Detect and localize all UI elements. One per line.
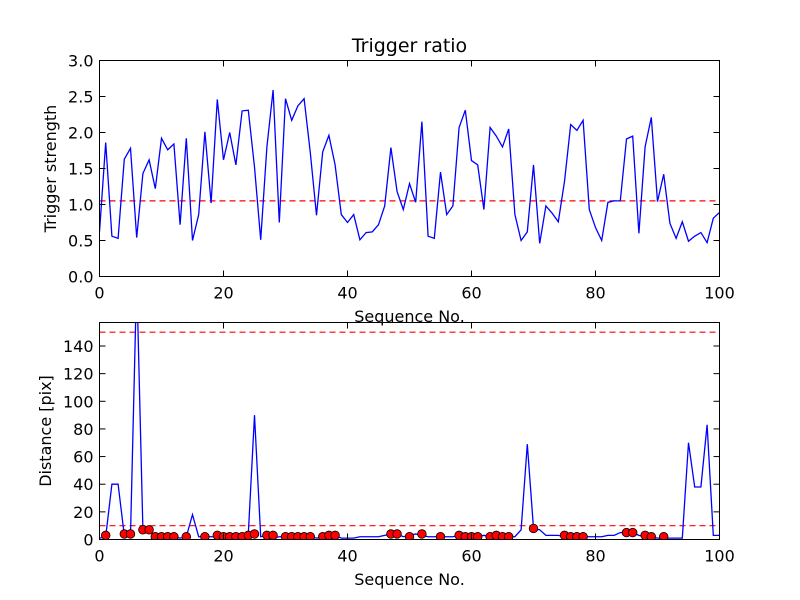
x-tick-label: 40 (337, 547, 357, 566)
x-tick-label: 20 (213, 284, 233, 303)
y-tick-label: 0.0 (68, 268, 93, 287)
data-point-marker (435, 532, 446, 540)
y-tick-label: 80 (73, 420, 93, 439)
x-tick-label: 100 (704, 547, 735, 566)
x-tick-label: 80 (585, 284, 605, 303)
data-point-marker (305, 532, 315, 540)
x-tick-label: 20 (213, 547, 233, 566)
bottom-axes-frame (99, 322, 720, 540)
chart-title: Trigger ratio (351, 35, 467, 57)
y-tick-label: 20 (73, 503, 93, 522)
data-point-marker (169, 532, 179, 540)
x-tick-label: 60 (461, 284, 481, 303)
y-tick-label: 100 (63, 392, 94, 411)
data-point-marker (646, 532, 656, 540)
data-point-marker (628, 527, 638, 538)
top-x-axis-label: Sequence No. (354, 307, 465, 326)
plot-content (99, 322, 720, 540)
data-point-marker (659, 532, 669, 540)
data-point-marker (125, 529, 136, 539)
data-point-marker (330, 530, 340, 540)
data-point-marker (473, 532, 483, 540)
series-line (99, 89, 720, 245)
data-point-marker (200, 532, 210, 540)
top-x-axis: 0 20 40 60 80 100 (94, 60, 735, 303)
y-tick-label: 2.5 (68, 88, 93, 107)
y-tick-label: 1.5 (68, 160, 93, 179)
data-point-marker (181, 532, 191, 540)
top-y-axis: 0.0 0.5 1.0 1.5 2.0 2.5 3.0 (68, 52, 720, 287)
trigger-ratio-plot-area (99, 89, 720, 245)
data-point-marker (392, 529, 402, 539)
distance-panel: 0 20 40 60 80 100 0 20 40 60 80 100 120 140 Sequence… (36, 322, 735, 589)
x-tick-label: 40 (337, 284, 357, 303)
y-tick-label: 140 (63, 337, 94, 356)
top-y-axis-label: Trigger strength (41, 105, 60, 234)
data-point-marker (101, 530, 111, 540)
y-tick-label: 120 (63, 365, 94, 384)
data-point-marker (404, 532, 415, 540)
x-tick-label: 0 (94, 284, 104, 303)
y-tick-label: 1.0 (68, 196, 93, 215)
x-tick-label: 0 (94, 547, 104, 566)
data-point-marker (144, 525, 154, 535)
plot-content (99, 89, 720, 245)
x-tick-label: 100 (704, 284, 735, 303)
y-tick-label: 0 (83, 531, 93, 550)
y-tick-label: 60 (73, 448, 93, 467)
y-tick-label: 0.5 (68, 232, 93, 251)
data-point-marker (504, 532, 514, 540)
distance-plot-area (99, 322, 720, 540)
bottom-y-axis: 0 20 40 60 80 100 120 140 (63, 337, 720, 550)
data-point-marker (417, 529, 427, 539)
data-point-marker (268, 530, 278, 540)
data-point-marker (528, 523, 539, 534)
trigger-ratio-panel: Trigger ratio 0 20 40 60 80 100 0.0 0.5 1.0 1.5 2… (41, 35, 735, 326)
bottom-x-axis: 0 20 40 60 80 100 (94, 322, 735, 566)
x-tick-label: 80 (585, 547, 605, 566)
y-tick-label: 3.0 (68, 52, 93, 71)
data-point-marker (249, 529, 260, 539)
bottom-x-axis-label: Sequence No. (354, 570, 465, 589)
y-tick-label: 2.0 (68, 124, 93, 143)
top-axes-frame (99, 60, 720, 277)
data-point-marker (578, 532, 588, 540)
bottom-y-axis-label: Distance [pix] (36, 375, 55, 487)
y-tick-label: 40 (73, 475, 93, 494)
x-tick-label: 60 (461, 547, 481, 566)
